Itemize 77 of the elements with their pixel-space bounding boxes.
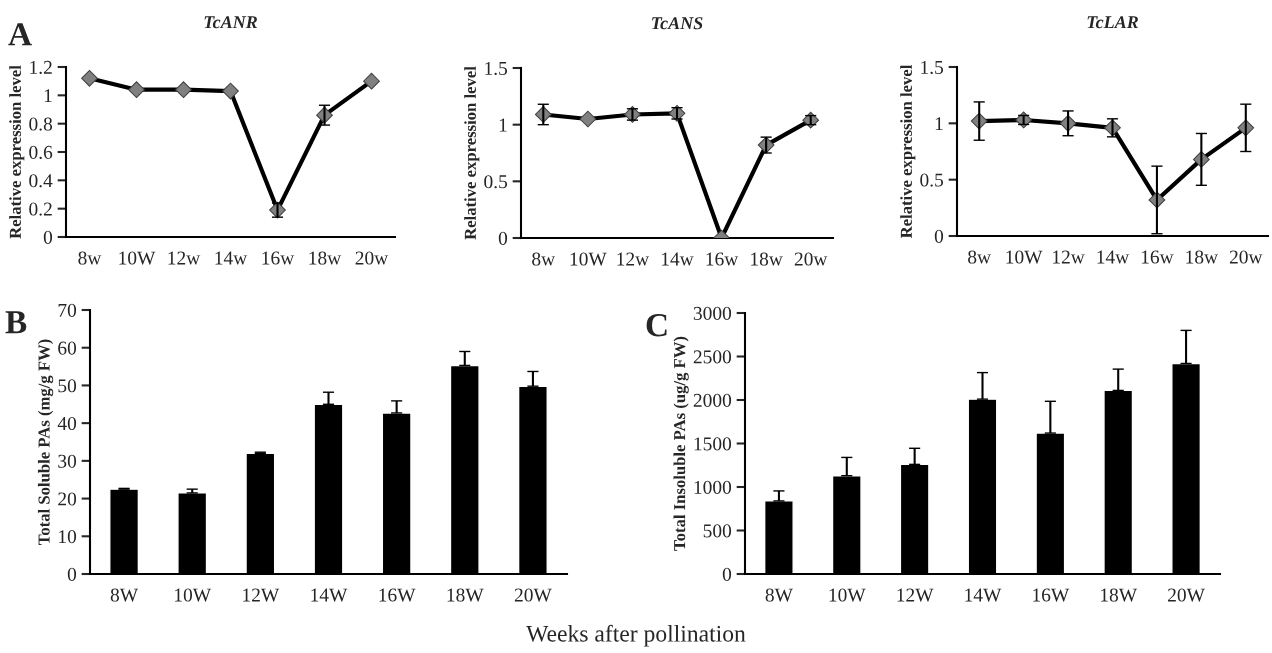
y-axis-title: Relative expression level <box>900 64 916 239</box>
y-tick-label: 0 <box>67 567 77 581</box>
y-tick-label: 1500 <box>694 437 732 451</box>
y-tick-label: 0 <box>498 231 508 245</box>
y-tick-label: 0 <box>722 567 732 581</box>
x-tick-label: 20w <box>794 252 828 266</box>
y-axis-title: Relative expression level <box>464 66 480 240</box>
y-tick-label: 0 <box>934 229 944 243</box>
x-tick-label: 16w <box>1141 250 1174 264</box>
text: B <box>5 311 27 334</box>
x-tick-label: 12w <box>168 251 201 265</box>
y-tick-label: 2000 <box>693 393 732 407</box>
y-tick-label: 40 <box>57 416 77 431</box>
y-tick-label: 10 <box>59 530 77 544</box>
chart-title: TcANS <box>652 17 703 30</box>
x-tick-label: 20w <box>355 251 389 265</box>
y-tick-label: 500 <box>703 524 732 538</box>
y-axis-title: Total Soluble PAs (mg/g FW) <box>37 339 54 545</box>
y-tick-label: 0.2 <box>29 202 52 216</box>
y-tick-label: 1.2 <box>30 60 52 75</box>
y-tick-label: 0.6 <box>29 145 53 160</box>
y-tick-label: 0.8 <box>29 117 53 131</box>
x-tick-label: 20w <box>1229 250 1263 264</box>
y-tick-label: 0.5 <box>484 175 508 189</box>
y-tick-label: 30 <box>58 454 77 468</box>
x-tick-label: 14W <box>311 588 348 602</box>
x-tick-label: 10W <box>1006 250 1043 264</box>
y-tick-label: 70 <box>58 303 77 317</box>
y-tick-label: 3000 <box>693 306 732 320</box>
y-tick-label: 20 <box>58 492 77 506</box>
x-tick-label: 12W <box>243 588 280 602</box>
x-tick-label: 8W <box>765 588 793 602</box>
x-tick-label: 12w <box>1053 250 1085 264</box>
x-tick-label: 14w <box>661 252 694 266</box>
chart-title: TcLAR <box>1087 16 1139 29</box>
text: Weeks after pollination <box>526 624 746 647</box>
x-tick-label: 18w <box>309 251 342 265</box>
x-tick-label: 18W <box>1101 588 1138 602</box>
x-tick-label: 10W <box>175 588 212 602</box>
y-tick-label: 1 <box>499 118 507 132</box>
x-tick-label: 8w <box>78 251 102 265</box>
x-tick-label: 8w <box>532 252 556 266</box>
x-tick-label: 14w <box>1097 250 1130 264</box>
x-tick-label: 18w <box>751 252 783 266</box>
x-tick-label: 10W <box>570 252 607 266</box>
y-tick-label: 1 <box>44 89 52 103</box>
x-tick-label: 14w <box>215 251 248 265</box>
x-tick-label: 20W <box>514 588 552 602</box>
x-tick-label: 12W <box>897 588 934 602</box>
x-tick-label: 16w <box>706 252 739 266</box>
x-tick-label: 10W <box>829 588 866 602</box>
x-tick-label: 12w <box>617 252 650 266</box>
y-tick-label: 50 <box>58 379 77 393</box>
x-tick-label: 18W <box>447 588 484 602</box>
x-tick-label: 8W <box>110 588 139 602</box>
x-tick-label: 14W <box>965 588 1002 602</box>
text: C <box>646 314 667 337</box>
x-tick-label: 8w <box>968 250 992 264</box>
x-tick-label: 18w <box>1186 250 1219 264</box>
y-tick-label: 1000 <box>694 480 732 494</box>
y-tick-label: 1.5 <box>921 60 944 75</box>
x-tick-label: 10W <box>119 251 156 265</box>
y-tick-label: 2500 <box>693 350 732 364</box>
y-tick-label: 1 <box>935 117 943 131</box>
y-tick-label: 0.4 <box>29 174 53 188</box>
chart-title: TcANR <box>204 16 258 29</box>
x-tick-label: 16W <box>379 588 416 602</box>
y-tick-label: 60 <box>58 341 77 355</box>
y-tick-label: 0 <box>43 230 53 244</box>
y-axis-title: Total Insoluble PAs (ug/g FW) <box>673 336 689 551</box>
x-tick-label: 20W <box>1168 588 1205 602</box>
text: A <box>8 23 32 46</box>
y-axis-title: Relative expression level <box>9 65 25 239</box>
y-tick-label: 1.5 <box>485 61 508 76</box>
x-tick-label: 16w <box>262 251 295 265</box>
x-tick-label: 16W <box>1033 588 1070 602</box>
y-tick-label: 0.5 <box>920 173 944 187</box>
